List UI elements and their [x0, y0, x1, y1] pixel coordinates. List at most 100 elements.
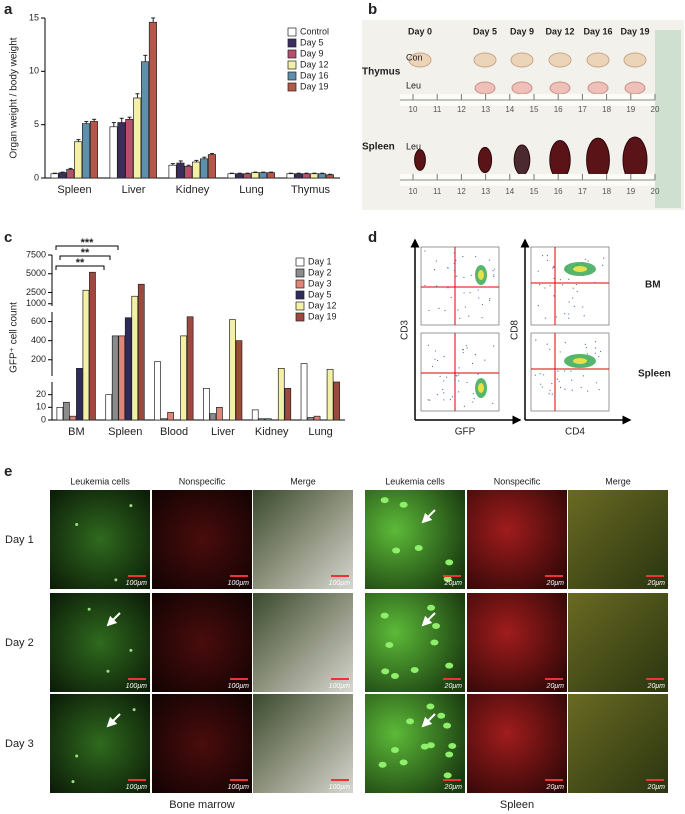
event [539, 373, 541, 375]
bar [58, 172, 67, 179]
bar [310, 173, 319, 179]
micrograph [467, 593, 567, 692]
micrograph [568, 490, 668, 589]
thymus-leu [511, 81, 533, 95]
event [543, 374, 545, 376]
event [457, 309, 459, 311]
cell [430, 639, 439, 646]
bar [318, 173, 327, 179]
event [463, 276, 465, 279]
bar [192, 161, 201, 179]
bar [89, 271, 96, 421]
scale-label: 100μm [126, 683, 148, 690]
event [492, 402, 494, 404]
event [427, 344, 430, 346]
thymus-leu [624, 81, 646, 95]
event [564, 342, 566, 344]
x-tick-label: Spleen [57, 184, 91, 196]
population-core [478, 383, 484, 393]
significance-bracket [55, 265, 105, 270]
event [537, 270, 539, 272]
cell [427, 604, 436, 611]
event [484, 359, 486, 361]
bar [109, 126, 118, 179]
legend-swatch [295, 301, 305, 311]
event [477, 373, 479, 375]
event [603, 257, 605, 259]
bar [118, 335, 126, 421]
bar [333, 381, 340, 421]
legend-swatch [287, 27, 297, 37]
scale-label: 100μm [329, 683, 351, 690]
event [455, 374, 457, 377]
event [568, 278, 570, 280]
legend-label: Day 12 [308, 300, 337, 310]
panel-letter: d [368, 229, 377, 246]
event [571, 389, 573, 391]
event [549, 389, 551, 392]
event [462, 256, 464, 258]
event [473, 398, 475, 400]
cell [443, 772, 452, 779]
significance-label: ** [76, 257, 85, 269]
bar [133, 97, 142, 179]
event [458, 367, 460, 369]
ruler-label: 14 [505, 187, 514, 196]
bar [184, 165, 193, 179]
bar [141, 61, 150, 179]
event [493, 345, 495, 347]
event [587, 390, 589, 392]
organ-label: Spleen [362, 142, 395, 153]
legend-swatch [287, 49, 297, 59]
ruler-label: 14 [505, 105, 514, 114]
panel-letter: a [4, 1, 13, 18]
ruler-label: 19 [626, 187, 635, 196]
scale-label: 20μm [647, 784, 666, 791]
event [451, 396, 454, 398]
ruler-label: 10 [409, 187, 418, 196]
bar [229, 319, 236, 421]
event [594, 341, 597, 343]
thymus-con [586, 52, 610, 68]
event [469, 292, 471, 294]
cell [410, 666, 419, 673]
column-header: Nonspecific [494, 476, 541, 486]
bar [50, 173, 59, 179]
row-label: Leu [406, 141, 421, 151]
event [493, 275, 495, 278]
event [436, 359, 439, 362]
event [444, 310, 446, 312]
y-tick-label: 15 [29, 12, 39, 22]
bar [251, 172, 260, 179]
event [553, 265, 555, 267]
event [584, 343, 586, 345]
cell [406, 718, 415, 725]
bar [258, 418, 266, 421]
legend-label: Day 19 [300, 81, 329, 91]
event [464, 306, 466, 308]
event [575, 283, 578, 286]
legend-label: Control [300, 26, 329, 36]
event [583, 315, 585, 317]
micrograph [467, 490, 567, 589]
scale-label: 100μm [126, 784, 148, 791]
ruler-label: 12 [457, 105, 466, 114]
bar [82, 123, 91, 179]
micrograph [152, 694, 252, 793]
event [559, 386, 562, 389]
ruler-label: 16 [554, 105, 563, 114]
column-header: Merge [605, 476, 631, 486]
thymus-con [510, 52, 534, 68]
event [463, 292, 465, 294]
micrograph [365, 490, 465, 589]
legend-swatch [295, 290, 305, 300]
thymus-leu [587, 81, 609, 95]
x-tick-label: Liver [211, 426, 235, 438]
day-label: Day 0 [408, 26, 432, 36]
event [544, 287, 546, 289]
cell [437, 712, 446, 719]
thymus-leu [474, 81, 496, 95]
cell [432, 622, 441, 629]
x-tick-label: Spleen [108, 426, 142, 438]
event [540, 383, 542, 385]
